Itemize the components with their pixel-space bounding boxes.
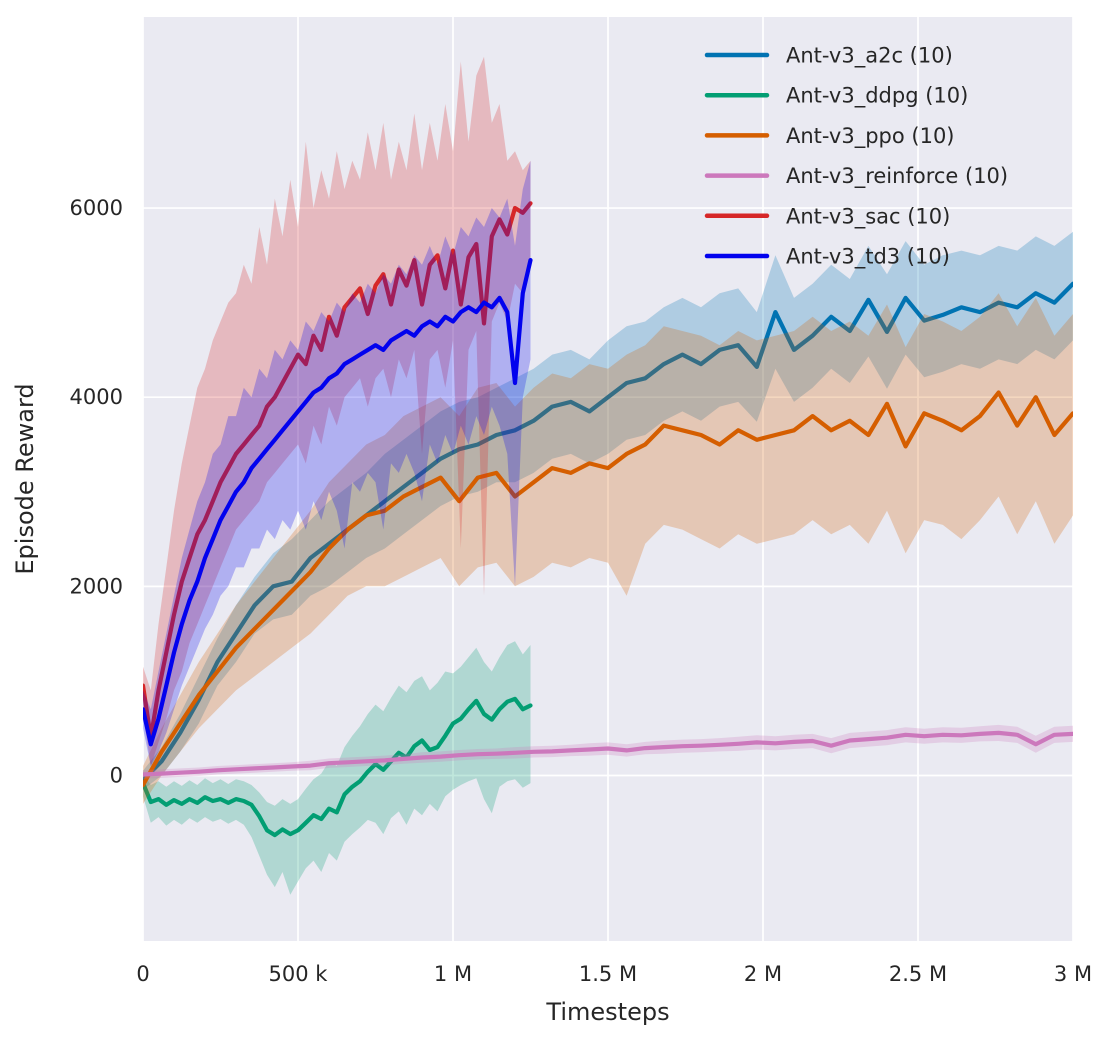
- legend-label-ant-v3-ppo-10: Ant-v3_ppo (10): [786, 124, 955, 149]
- band-ant-v3-reinforce-10: [143, 724, 1073, 779]
- legend: Ant-v3_a2c (10) Ant-v3_ddpg (10) Ant-v3_pp…: [704, 44, 1008, 270]
- legend-label-ant-v3-a2c-10: Ant-v3_a2c (10): [786, 44, 953, 69]
- legend-label-ant-v3-reinforce-10: Ant-v3_reinforce (10): [786, 164, 1008, 189]
- x-tick-label-2-5-m: 2.5 M: [889, 962, 947, 986]
- band-ant-v3-ddpg-10: [143, 641, 531, 895]
- x-tick-label-3-m: 3 M: [1054, 962, 1092, 986]
- series-line-ant-v3-sac-10: [143, 201, 533, 740]
- y-axis-label: Episode Reward: [11, 383, 39, 574]
- x-tick-label-2-m: 2 M: [744, 962, 782, 986]
- legend-entry-ant-v3-ddpg-10: Ant-v3_ddpg (10): [704, 84, 968, 109]
- x-tick-label-1-m: 1 M: [434, 962, 472, 986]
- x-tick-label-1-5-m: 1.5 M: [579, 962, 637, 986]
- series-line-ant-v3-a2c-10: [143, 281, 1073, 783]
- x-axis-label: Timesteps: [545, 998, 669, 1026]
- band-ant-v3-sac-10: [143, 56, 531, 766]
- y-tick-label-6000: 6000: [70, 196, 123, 220]
- y-tick-label-0: 0: [110, 763, 123, 787]
- band-ant-v3-ppo-10: [143, 293, 1073, 804]
- x-tick-label-0: 0: [136, 962, 149, 986]
- band-ant-v3-td3-10: [143, 160, 531, 767]
- legend-entry-ant-v3-td3-10: Ant-v3_td3 (10): [704, 245, 950, 270]
- series-line-ant-v3-ddpg-10: [143, 696, 533, 838]
- legend-entry-ant-v3-sac-10: Ant-v3_sac (10): [704, 204, 950, 229]
- legend-entry-ant-v3-ppo-10: Ant-v3_ppo (10): [704, 124, 955, 149]
- legend-label-ant-v3-sac-10: Ant-v3_sac (10): [786, 204, 950, 229]
- series-line-ant-v3-ppo-10: [143, 390, 1073, 788]
- legend-label-ant-v3-ddpg-10: Ant-v3_ddpg (10): [786, 84, 968, 109]
- legend-entry-ant-v3-reinforce-10: Ant-v3_reinforce (10): [704, 164, 1008, 189]
- series-line-ant-v3-reinforce-10: [143, 730, 1073, 777]
- y-tick-label-2000: 2000: [70, 574, 123, 598]
- legend-label-ant-v3-td3-10: Ant-v3_td3 (10): [786, 245, 950, 270]
- band-ant-v3-a2c-10: [143, 231, 1073, 790]
- series-line-ant-v3-td3-10: [143, 258, 533, 747]
- legend-entry-ant-v3-a2c-10: Ant-v3_a2c (10): [704, 44, 953, 69]
- y-tick-label-4000: 4000: [70, 385, 123, 409]
- x-tick-label-500-k: 500 k: [269, 962, 329, 986]
